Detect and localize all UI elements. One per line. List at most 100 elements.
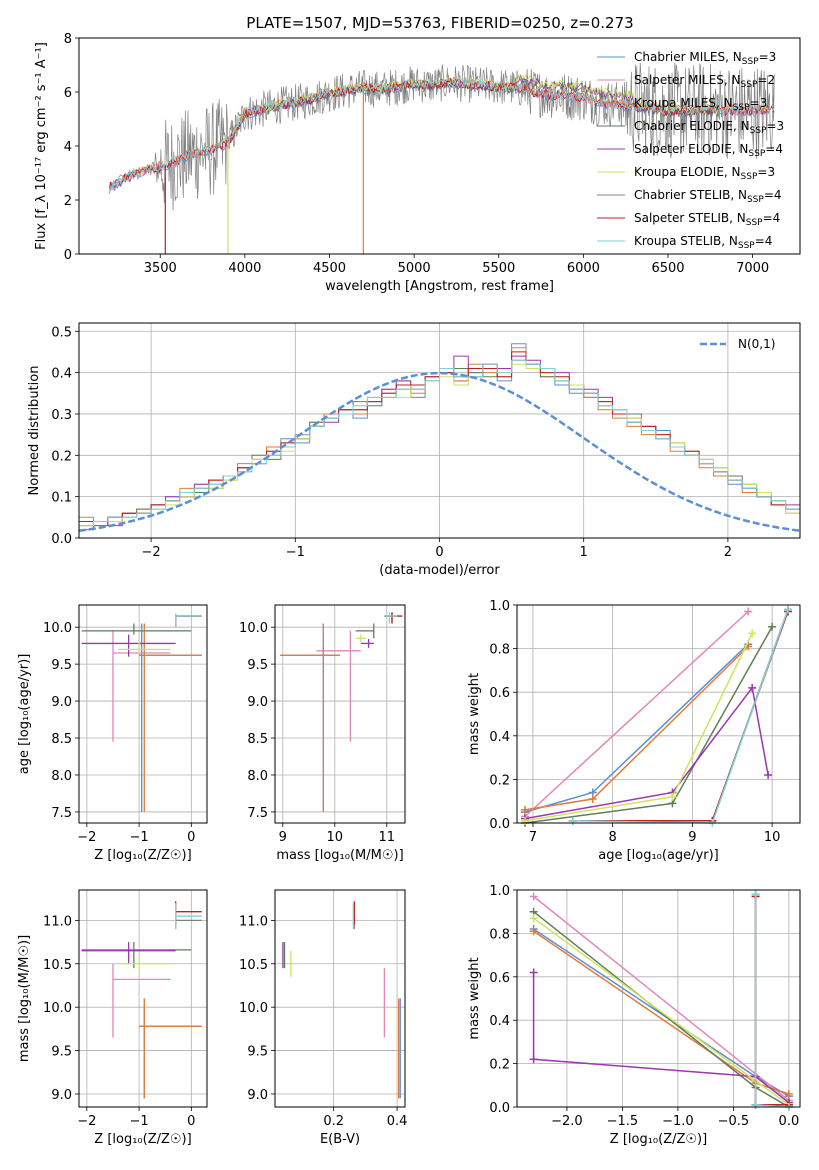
grid xyxy=(275,890,405,1107)
y-tick-label: 0.8 xyxy=(489,927,510,942)
histogram-kroupa-stelib xyxy=(79,359,800,527)
weight-line xyxy=(524,632,753,822)
errorbar-kroupa-elodie xyxy=(118,955,171,973)
figure-title: PLATE=1507, MJD=53763, FIBERID=0250, z=0… xyxy=(246,14,633,32)
y-tick-label: 0 xyxy=(64,248,72,263)
plot-frame xyxy=(78,37,801,255)
grid xyxy=(517,889,800,1108)
x-tick-label: 4500 xyxy=(313,261,346,276)
x-tick-label: −2.0 xyxy=(551,1114,583,1129)
legend-subscript: SSP xyxy=(746,218,763,228)
legend-count: =4 xyxy=(764,188,782,202)
x-tick-label: 11 xyxy=(379,830,396,845)
y-tick-label: 9.0 xyxy=(51,695,72,710)
y-axis-label: mass [log₁₀(M/M☉)] xyxy=(17,935,32,1062)
weight-marker xyxy=(748,629,757,638)
y-tick-label: 1.0 xyxy=(489,599,510,614)
y-tick-label: 0.4 xyxy=(489,730,510,745)
legend-count: =3 xyxy=(750,96,768,110)
errorbar-kroupa-stelib xyxy=(175,613,202,628)
legend-subscript: SSP xyxy=(748,149,765,159)
legend-subscript: SSP xyxy=(738,241,755,251)
legend-subscript: SSP xyxy=(741,172,758,182)
y-tick-label: 0.2 xyxy=(489,1058,510,1073)
y-tick-label: 0.8 xyxy=(489,643,510,658)
y-tick-label: 8.5 xyxy=(247,732,268,747)
x-tick-label: 9 xyxy=(688,830,696,845)
y-tick-label: 9.5 xyxy=(51,658,72,673)
weight-series-salpeter-stelib xyxy=(568,607,793,825)
weight-marker xyxy=(520,805,529,814)
x-axis-label: (data-model)/error xyxy=(379,563,500,578)
legend-count: =3 xyxy=(766,119,784,133)
x-tick-label: −1 xyxy=(129,830,148,845)
y-tick-label: 0.4 xyxy=(489,1014,510,1029)
y-tick-label: 0.6 xyxy=(489,686,510,701)
weight-marker xyxy=(568,816,577,825)
errorbar-chabrier-miles xyxy=(280,623,340,812)
y-tick-label: 10.0 xyxy=(239,1001,268,1016)
x-tick-label: 3500 xyxy=(144,261,177,276)
weight-marker xyxy=(668,792,677,801)
x-tick-label: 4000 xyxy=(228,261,261,276)
plot-frame xyxy=(78,322,801,539)
weight-marker xyxy=(744,607,753,616)
y-axis-label: mass weight xyxy=(467,957,482,1039)
x-tick-label: −0.5 xyxy=(718,1114,750,1129)
age-vs-mass-panel: 9 10 11 7.5 8.0 8.5 9.0 9.5 10.0 mass [log₁₀(M/M☉… xyxy=(239,604,406,863)
legend-count: =4 xyxy=(755,234,773,248)
legend-subscript: SSP xyxy=(733,103,750,113)
weight-marker xyxy=(751,1100,760,1109)
y-tick-label: 11.0 xyxy=(43,914,72,929)
grid xyxy=(79,890,207,1107)
legend-subscript: SSP xyxy=(742,57,759,67)
x-tick-label: 0.0 xyxy=(779,1114,800,1129)
weight-marker xyxy=(768,622,777,631)
y-axis-label: mass weight xyxy=(467,673,482,755)
x-tick-label: 2 xyxy=(724,545,732,560)
y-tick-label: 0.1 xyxy=(51,491,72,506)
x-tick-label: −1.0 xyxy=(662,1114,694,1129)
errorbar-kroupa-elodie xyxy=(118,641,171,654)
weight-marker xyxy=(529,1055,538,1064)
plot-frame xyxy=(516,604,801,824)
x-axis-label: Z [log₁₀(Z/Z☉)] xyxy=(94,1132,191,1147)
y-tick-label: 9.5 xyxy=(247,1045,268,1060)
weight-line xyxy=(533,917,790,1106)
errorbar-kroupa-miles xyxy=(280,623,340,812)
y-tick-label: 0.0 xyxy=(489,817,510,832)
x-axis-label: age [log₁₀(age/yr)] xyxy=(598,848,719,863)
plot-frame xyxy=(78,604,208,824)
weight-series-kroupa-elodie xyxy=(520,629,757,825)
y-tick-label: 9.5 xyxy=(51,1045,72,1060)
y-tick-label: 9.0 xyxy=(247,695,268,710)
weight-line xyxy=(754,894,789,1106)
y-tick-label: 0.0 xyxy=(489,1101,510,1116)
weight-series-kroupa-stelib xyxy=(568,605,793,827)
y-tick-label: 8.0 xyxy=(247,769,268,784)
weight-series-salpeter-miles xyxy=(520,607,753,821)
y-tick-label: 0.5 xyxy=(51,325,72,340)
y-tick-label: 0.3 xyxy=(51,408,72,423)
weight-line xyxy=(524,685,769,820)
x-tick-label: −1.5 xyxy=(607,1114,639,1129)
plot-frame xyxy=(274,889,406,1108)
weight-marker xyxy=(529,892,538,901)
legend-label: Chabrier ELODIE, NSSP=3 xyxy=(634,119,784,136)
weight-marker xyxy=(529,914,538,923)
errorbar-salpeter-stelib xyxy=(175,901,202,925)
y-tick-label: 10.0 xyxy=(239,621,268,636)
weight-series-kroupa-elodie xyxy=(529,914,793,1109)
y-tick-label: 10.0 xyxy=(43,621,72,636)
y-tick-label: 0.2 xyxy=(489,773,510,788)
residual-histogram-panel: −2 −1 0 1 2 0.0 0.1 0.2 0.3 0.4 0.5 (data-model)/er… xyxy=(27,322,801,578)
x-tick-label: −1 xyxy=(129,1114,148,1129)
legend-subscript: SSP xyxy=(750,126,767,136)
y-tick-label: 10.5 xyxy=(43,958,72,973)
errorbar-chabrier-miles xyxy=(139,623,202,812)
age-vs-metallicity-panel: −2 −1 0 7.5 8.0 8.5 9.0 9.5 10.0 Z [log₁₀(Z/Z☉)] a… xyxy=(17,604,208,863)
x-tick-label: 0 xyxy=(435,545,443,560)
weight-line xyxy=(754,894,789,1108)
errorbar-kroupa-stelib xyxy=(175,903,202,930)
